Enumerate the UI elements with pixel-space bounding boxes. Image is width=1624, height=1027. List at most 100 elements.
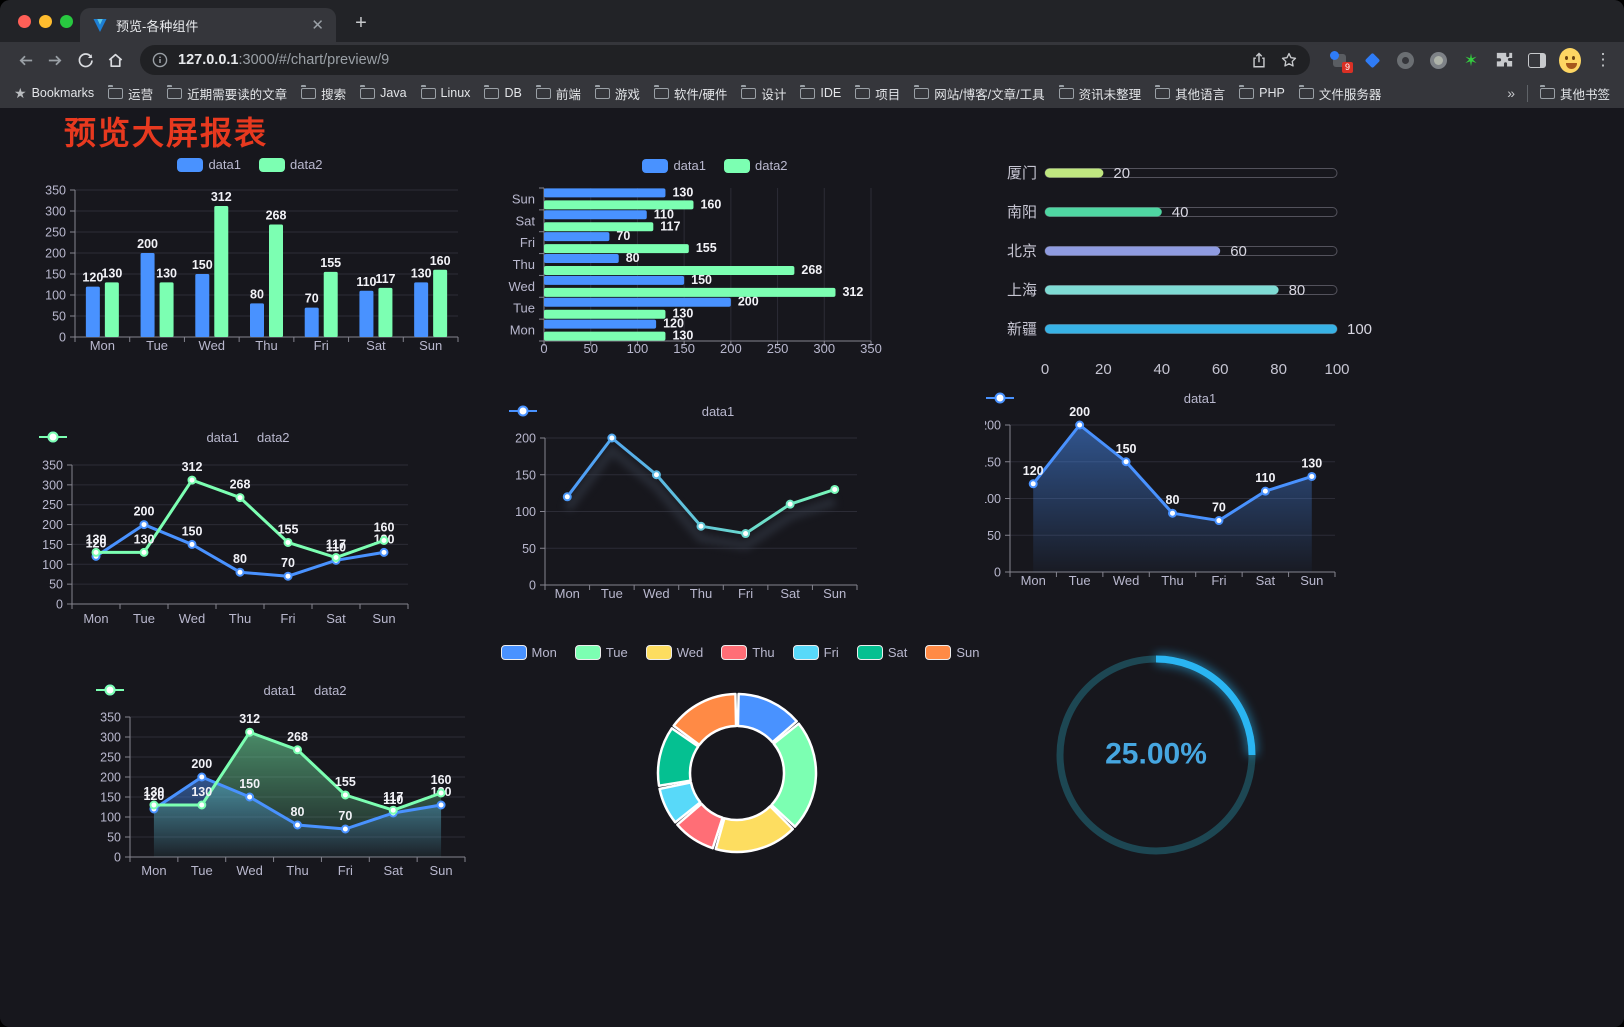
star-icon: ★ [14,84,27,101]
bookmark-folders: 运营 近期需要读的文章 搜索 Java Linux DB 前端 游戏 软件/硬件 设计 IDE 项目网… [108,84,1395,103]
site-info-icon[interactable] [152,52,168,68]
svg-text:150: 150 [515,468,536,482]
svg-text:0: 0 [1041,361,1049,378]
legend-item[interactable]: data1 [39,430,239,445]
svg-text:Sun: Sun [419,338,442,353]
bookmark-item[interactable]: 设计 [741,84,786,103]
round-extension-icon-1[interactable] [1394,49,1416,71]
svg-text:250: 250 [767,341,789,356]
legend-item[interactable]: data2 [96,683,347,698]
bookmark-item[interactable]: 文件服务器 [1298,84,1381,103]
legend-item[interactable]: Wed [645,645,703,660]
legend-item[interactable]: data2 [724,158,788,173]
tab-close-icon[interactable]: ✕ [311,17,324,34]
svg-text:155: 155 [696,241,717,255]
menu-dots-icon[interactable]: ⋮ [1594,50,1612,69]
bookmark-item[interactable]: 近期需要读的文章 [167,84,287,103]
star-extension-icon[interactable]: ✶ [1463,50,1479,70]
round-extension-icon-2[interactable] [1427,49,1449,71]
chart-legend: data1 [508,404,928,419]
bookmarks-overflow-chevron[interactable]: » [1507,85,1515,101]
folder-icon [855,85,871,99]
legend-item[interactable]: data1 [96,683,296,698]
folder-icon [1298,85,1314,99]
svg-text:Sun: Sun [430,863,453,878]
gauge-canvas [1056,653,1258,855]
home-icon[interactable] [100,45,130,75]
chart-legend: data1 data2 [38,430,458,445]
bookmark-item[interactable]: Linux [420,84,470,103]
legend-item[interactable]: Mon [500,645,557,660]
svg-text:Sun: Sun [1300,573,1323,588]
bookmark-item[interactable]: 项目 [855,84,900,103]
bookmark-item[interactable]: 其他语言 [1155,84,1225,103]
legend-item[interactable]: data1 [986,391,1216,406]
svg-text:100: 100 [42,558,63,572]
forward-icon[interactable] [40,45,70,75]
svg-text:130: 130 [1301,456,1322,470]
svg-text:155: 155 [335,775,356,789]
bookmark-item[interactable]: 网站/博客/文章/工具 [914,84,1045,103]
profile-avatar[interactable] [1559,47,1581,73]
legend-item[interactable]: data1 [177,157,241,172]
bookmark-star-icon[interactable] [1280,51,1298,69]
bookmark-item[interactable]: Java [360,84,407,103]
folder-icon [1539,85,1555,99]
donut-slice-Tue [770,722,818,828]
svg-text:150: 150 [691,273,712,287]
svg-text:200: 200 [738,295,759,309]
bookmark-item[interactable]: 前端 [535,84,581,103]
other-bookmarks-item[interactable]: 其他书签 [1539,84,1610,103]
svg-text:130: 130 [411,266,432,280]
side-panel-icon[interactable] [1526,49,1548,71]
new-tab-button[interactable]: + [355,11,367,34]
reload-icon[interactable] [70,45,100,75]
bookmark-item[interactable]: 运营 [108,84,153,103]
legend-item[interactable]: data1 [509,404,734,419]
folder-icon [108,85,124,99]
close-window-button[interactable] [18,15,31,28]
legend-item[interactable]: data2 [39,430,290,445]
back-icon[interactable] [10,45,40,75]
bookmark-item[interactable]: 资讯未整理 [1058,84,1141,103]
svg-text:Thu: Thu [513,257,535,272]
address-bar[interactable]: 127.0.0.1:3000/#/chart/preview/9 [140,45,1310,75]
svg-text:Tue: Tue [1069,573,1091,588]
svg-text:150: 150 [1116,442,1137,456]
svg-text:250: 250 [100,751,121,765]
legend-item[interactable]: Tue [574,645,628,660]
extensions-puzzle-icon[interactable] [1493,49,1515,71]
svg-text:312: 312 [211,190,232,204]
bookmark-item[interactable]: DB [484,84,522,103]
bookmark-item[interactable]: 搜索 [301,84,346,103]
extension-icon-with-badge[interactable]: 9 [1328,49,1353,73]
svg-text:70: 70 [616,229,630,243]
legend-item[interactable]: Sat [856,645,907,660]
svg-text:312: 312 [239,712,260,726]
legend-item[interactable]: Fri [792,645,839,660]
legend-item[interactable]: Thu [721,645,775,660]
legend-item[interactable]: data2 [259,157,323,172]
legend-item[interactable]: Sun [925,645,979,660]
browser-tab[interactable]: 预览-各种组件 ✕ [80,8,336,42]
svg-text:0: 0 [529,579,536,593]
bookmarks-root-item[interactable]: ★ Bookmarks [14,85,94,102]
bookmark-item[interactable]: 软件/硬件 [653,84,727,103]
svg-text:150: 150 [192,258,213,272]
folder-icon [484,85,500,99]
maximize-window-button[interactable] [60,15,73,28]
bookmark-item[interactable]: IDE [800,84,841,103]
share-icon[interactable] [1250,51,1268,69]
area-fill-data2 [153,732,442,857]
svg-text:350: 350 [42,459,63,473]
diamond-extension-icon[interactable] [1361,49,1383,71]
legend-item[interactable]: data1 [642,158,706,173]
bookmark-item[interactable]: PHP [1239,84,1285,103]
svg-text:130: 130 [101,266,122,280]
minimize-window-button[interactable] [39,15,52,28]
bookmark-item[interactable]: 游戏 [594,84,640,103]
svg-text:0: 0 [56,598,63,612]
svg-text:300: 300 [42,478,63,492]
donut-chart-canvas [656,692,818,854]
